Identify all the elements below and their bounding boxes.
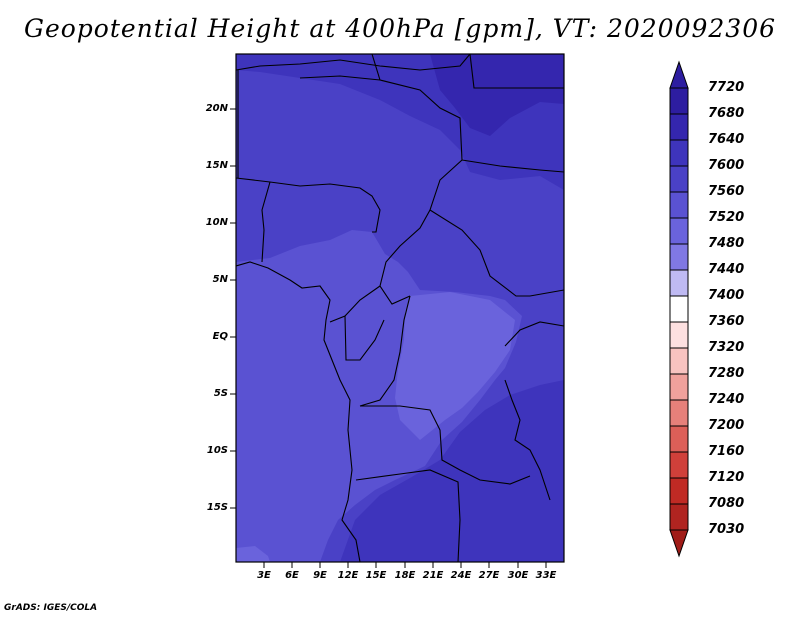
contour-7680: [430, 54, 564, 136]
lat-label: 5N: [212, 274, 228, 285]
colorbar-bottom-triangle: [669, 529, 689, 558]
lon-label: 6E: [285, 570, 299, 581]
lat-label: 10S: [206, 445, 228, 456]
colorbar-label: 7520: [708, 210, 745, 225]
colorbar: [669, 60, 689, 558]
colorbar-label: 7200: [708, 418, 745, 433]
colorbar-label: 7320: [708, 340, 745, 355]
lon-label: 12E: [337, 570, 359, 581]
colorbar-label: 7680: [708, 106, 745, 121]
colorbar-label: 7030: [708, 522, 745, 537]
lat-label: 15S: [206, 502, 228, 513]
colorbar-label: 7600: [708, 158, 745, 173]
axis-ticks: [230, 108, 547, 568]
colorbar-label: 7280: [708, 366, 745, 381]
credit-text: GrADS: IGES/COLA: [4, 603, 98, 613]
colorbar-label: 7240: [708, 392, 745, 407]
map-frame: [235, 53, 565, 563]
lon-label: 15E: [365, 570, 387, 581]
lon-label: 24E: [450, 570, 472, 581]
map-title: Geopotential Height at 400hPa [gpm], VT:…: [23, 14, 777, 43]
colorbar-label: 7480: [708, 236, 745, 251]
colorbar-label: 7080: [708, 496, 745, 511]
colorbar-label: 7160: [708, 444, 745, 459]
lat-label: EQ: [212, 331, 228, 342]
colorbar-label: 7640: [708, 132, 745, 147]
lat-label: 15N: [205, 160, 228, 171]
colorbar-label: 7360: [708, 314, 745, 329]
colorbar-top-triangle: [669, 60, 689, 89]
lon-label: 30E: [507, 570, 529, 581]
lat-label: 20N: [205, 103, 228, 114]
colorbar-label: 7720: [708, 80, 745, 95]
lon-label: 21E: [422, 570, 444, 581]
colorbar-label: 7560: [708, 184, 745, 199]
colorbar-label: 7120: [708, 470, 745, 485]
lon-label: 33E: [535, 570, 557, 581]
lon-label: 18E: [394, 570, 416, 581]
colorbar-label: 7440: [708, 262, 745, 277]
lon-label: 27E: [478, 570, 500, 581]
lon-label: 3E: [257, 570, 271, 581]
lon-label: 9E: [313, 570, 327, 581]
lat-label: 10N: [205, 217, 228, 228]
height-field: [236, 54, 564, 562]
contour-7640-south: [340, 380, 564, 562]
lat-label: 5S: [213, 388, 228, 399]
colorbar-label: 7400: [708, 288, 745, 303]
coastlines-borders: [236, 54, 564, 562]
contour-7520: [395, 292, 515, 440]
